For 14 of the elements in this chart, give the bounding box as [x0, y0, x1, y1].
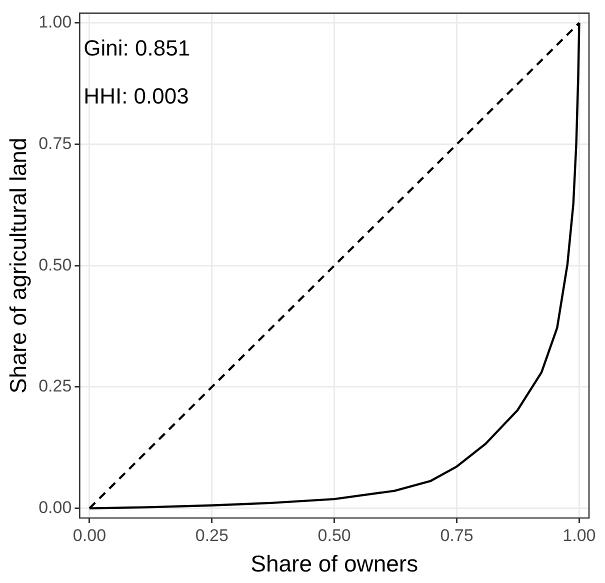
- annotation: Gini: 0.851: [84, 35, 190, 60]
- x-tick-label: 0.50: [318, 526, 351, 545]
- y-tick-label: 0.75: [38, 134, 72, 153]
- y-axis-title: Share of agricultural land: [5, 138, 32, 394]
- annotation: HHI: 0.003: [84, 83, 189, 108]
- x-tick-label: 0.25: [195, 526, 228, 545]
- y-tick-label: 0.50: [38, 255, 72, 274]
- x-axis-title: Share of owners: [250, 550, 418, 577]
- x-tick-label: 0.75: [440, 526, 474, 545]
- y-tick-label: 1.00: [38, 12, 72, 32]
- x-tick-label: 0.00: [72, 526, 106, 545]
- y-tick-label: 0.00: [38, 498, 72, 517]
- x-tick-label: 1.00: [562, 526, 596, 545]
- y-tick-label: 0.25: [38, 376, 72, 396]
